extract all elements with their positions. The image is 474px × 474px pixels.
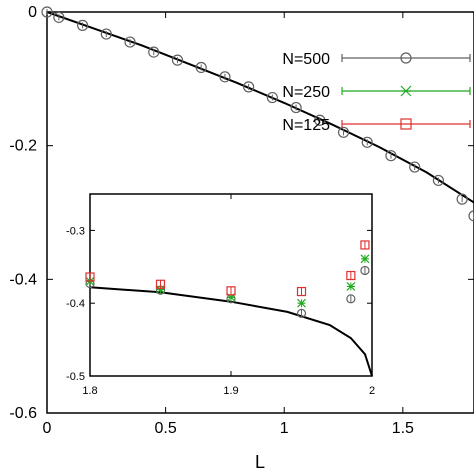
data-point-n125 (85, 272, 95, 282)
y-tick-label: -0.2 (9, 138, 37, 155)
main-plot-frame (46, 11, 474, 414)
data-point-n500 (41, 6, 53, 18)
x-tick-label: 1.9 (223, 385, 238, 397)
data-point-n500 (432, 174, 445, 187)
y-tick-label: -0.4 (66, 298, 85, 310)
data-point-n500 (468, 210, 474, 222)
legend-label-n250: N=250 (282, 84, 330, 101)
x-tick-label: 1 (280, 420, 289, 437)
data-point-n500 (195, 61, 207, 74)
y-tick-label: -0.3 (66, 225, 85, 237)
inset-plot-frame (89, 193, 373, 377)
legend-label-n125: N=125 (282, 117, 330, 134)
main-data-layer (41, 6, 474, 222)
data-point-n500 (266, 91, 278, 104)
data-point-n500 (76, 19, 89, 31)
inset-axis-ticks: 1.8 1.9 2 -0.3 -0.4 -0.5 (66, 194, 375, 397)
data-point-n125 (155, 279, 166, 289)
theory-curve (46, 11, 474, 204)
x-tick-label: 0.5 (154, 420, 176, 437)
y-tick-label: 0 (28, 4, 37, 21)
data-point-n500 (456, 193, 468, 205)
theory-curve (89, 286, 373, 377)
data-point-n500 (296, 308, 307, 318)
data-point-n125 (226, 286, 236, 296)
data-point-n500 (148, 46, 160, 58)
data-point-n125 (360, 240, 370, 250)
data-point-n500 (171, 54, 184, 66)
y-tick-label: -0.4 (9, 271, 37, 288)
legend-marker-symbol (400, 52, 412, 64)
data-point-n500 (100, 28, 112, 40)
data-point-n500 (361, 136, 373, 148)
legend-marker-n250 (341, 85, 471, 97)
data-point-n250 (346, 282, 356, 291)
main-axis-ticks: 0 0.5 1 1.5 0 -0.2 -0.4 -0.6 (9, 4, 474, 437)
data-point-n500 (219, 71, 231, 83)
x-axis-label: L (255, 452, 265, 472)
data-point-n250 (297, 298, 306, 308)
legend-marker-n125 (341, 118, 471, 130)
inset-data-layer (85, 240, 373, 377)
legend-marker-symbol (400, 85, 412, 97)
x-tick-label: 2 (369, 385, 375, 397)
legend-label-n500: N=500 (282, 51, 330, 68)
data-point-n500 (360, 265, 370, 276)
data-point-n250 (360, 254, 370, 264)
legend: N=500 N=250 N=125 (282, 51, 471, 134)
data-point-n250 (156, 284, 165, 294)
data-point-n500 (53, 11, 65, 23)
x-tick-label: 0 (43, 420, 52, 437)
data-point-n125 (296, 286, 307, 297)
data-point-n500 (124, 36, 136, 48)
data-point-n125 (346, 270, 356, 281)
data-point-n500 (409, 161, 421, 173)
data-point-n500 (346, 294, 356, 304)
data-point-n500 (337, 126, 350, 138)
data-point-n500 (243, 81, 255, 93)
data-point-n500 (290, 101, 302, 114)
data-point-n500 (385, 150, 397, 162)
x-tick-label: 1.5 (392, 420, 414, 437)
legend-marker-n500 (341, 52, 471, 64)
y-tick-label: -0.6 (9, 405, 37, 422)
y-tick-label: -0.5 (66, 371, 85, 383)
legend-marker-symbol (400, 118, 412, 130)
data-point-n500 (314, 114, 326, 126)
x-tick-label: 1.8 (82, 385, 97, 397)
